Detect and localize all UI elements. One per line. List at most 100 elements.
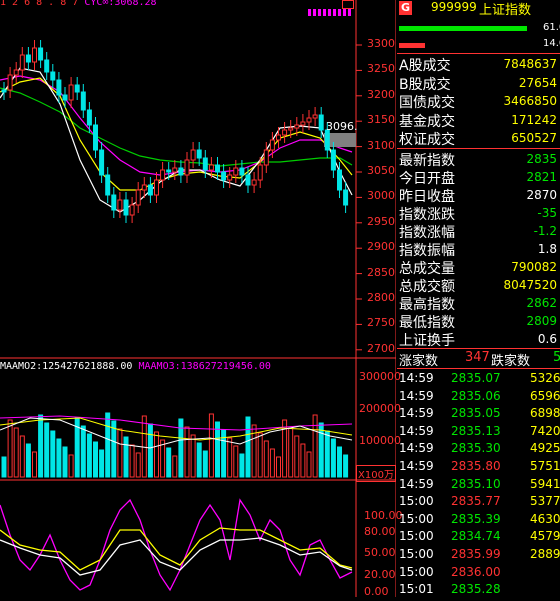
- candle: [257, 164, 263, 181]
- index-info-value: 2870: [526, 188, 557, 202]
- index-info-value: 2835: [526, 152, 557, 166]
- volume-bar: [196, 442, 202, 478]
- candle: [154, 179, 159, 196]
- index-info-row: 最新指数 2835: [399, 150, 557, 169]
- tick-row[interactable]: 15:00 2835.39 4630: [397, 511, 560, 531]
- index-info-value: 2821: [526, 170, 557, 184]
- candle: [312, 114, 318, 119]
- index-info-row: 上证换手 0.6: [399, 330, 557, 349]
- volume-bar: [300, 443, 306, 478]
- market-breadth: 涨家数 347 跌家数 5: [399, 350, 560, 369]
- volume-bar: [312, 414, 318, 478]
- tick-volume: 5751: [530, 459, 560, 473]
- volume-bar: [123, 436, 129, 478]
- tick-volume: 4579: [530, 529, 560, 544]
- price-axis-label: 2800: [367, 291, 395, 304]
- volume-bar: [190, 434, 196, 478]
- volume-bar: [330, 438, 336, 478]
- volume-bar: [324, 430, 330, 478]
- tick-row[interactable]: 15:00 2834.74 4579: [397, 529, 560, 548]
- candle: [215, 164, 220, 173]
- tick-price: 2835.30: [451, 441, 501, 456]
- tick-row[interactable]: 14:59 2835.07 5326: [397, 371, 560, 390]
- price-axis-label: 3200: [367, 87, 395, 101]
- index-info-value: 790082: [511, 260, 557, 274]
- price-axis-label: 3100: [367, 138, 395, 152]
- candle: [62, 94, 68, 101]
- strength-bar-up: [399, 26, 527, 31]
- volume-axis-label: 200000: [359, 402, 401, 415]
- volume-bar: [99, 449, 105, 478]
- volume-bar: [135, 452, 141, 478]
- volume-bar: [337, 446, 342, 478]
- turnover-value: 3466850: [503, 94, 557, 108]
- tick-volume: 7420: [530, 423, 560, 438]
- volume-bar: [93, 441, 98, 478]
- index-info-label: 指数涨幅: [399, 225, 455, 241]
- candle: [288, 127, 294, 131]
- index-info-label: 今日开盘: [399, 171, 455, 187]
- candle: [251, 179, 257, 186]
- indicator-axis-label: 100.00: [364, 509, 403, 522]
- turnover-value: 650527: [511, 131, 557, 145]
- volume-bar: [147, 423, 153, 478]
- tick-row[interactable]: 15:00 2835.99 2889: [397, 547, 560, 566]
- candle: [1, 89, 7, 93]
- turnover-label: 国债成交: [399, 95, 455, 111]
- candle: [160, 169, 166, 181]
- tick-row[interactable]: 14:59 2835.10 5941: [397, 477, 560, 496]
- index-code: 999999: [431, 0, 477, 14]
- volume-bar: [129, 444, 135, 478]
- quote-header: G 999999 上证指数: [397, 0, 560, 18]
- candle: [269, 139, 275, 151]
- candle: [343, 189, 349, 206]
- volume-bar: [202, 450, 208, 478]
- index-info-label: 总成交量: [399, 261, 455, 277]
- candle: [68, 84, 74, 101]
- index-name: 上证指数: [479, 3, 532, 18]
- candle: [208, 164, 214, 171]
- candle: [233, 167, 239, 176]
- tick-row[interactable]: 15:00 2836.00: [397, 565, 557, 584]
- volume-bar: [172, 455, 178, 478]
- scroll-marker-icon[interactable]: [308, 9, 352, 16]
- candle: [13, 69, 19, 76]
- tick-volume: 4925: [530, 441, 560, 456]
- candle: [300, 121, 306, 126]
- volume-bar: [154, 431, 159, 478]
- index-info-value: -1.2: [533, 224, 557, 238]
- volume-bar: [233, 445, 239, 478]
- index-info-value: 1.8: [537, 242, 557, 256]
- tick-time: 15:00: [399, 564, 434, 579]
- tick-row[interactable]: 15:00 2835.77 5377: [397, 494, 560, 513]
- volume-bar: [269, 448, 275, 478]
- tick-row[interactable]: 14:59 2835.13 7420: [397, 423, 560, 443]
- tick-row[interactable]: 14:59 2835.30 4925: [397, 441, 560, 460]
- index-info-row: 最高指数 2862: [399, 294, 557, 313]
- ma-value: 1 2 6 8 . 8 7: [0, 0, 79, 8]
- index-badge[interactable]: G: [399, 1, 412, 15]
- tick-row[interactable]: 14:59 2835.05 6898: [397, 406, 560, 425]
- turnover-row: 权证成交 650527: [399, 129, 557, 148]
- volume-bar: [1, 456, 7, 478]
- volume-bar: [276, 456, 281, 478]
- volume-bar: [50, 430, 56, 478]
- tick-price: 2835.39: [451, 511, 501, 526]
- candle: [129, 204, 135, 216]
- volume-bar: [32, 451, 37, 478]
- candlestick-chart[interactable]: [0, 0, 396, 597]
- volume-ma-white: [0, 417, 353, 449]
- panel-toggle-icon[interactable]: [342, 0, 354, 9]
- turnover-row: 国债成交 3466850: [399, 92, 557, 111]
- volume-bar: [294, 435, 300, 478]
- tick-row[interactable]: 14:59 2835.80 5751: [397, 459, 560, 478]
- volume-bar: [141, 415, 147, 478]
- candle: [337, 169, 342, 191]
- candle: [172, 167, 178, 173]
- tick-row[interactable]: 15:01 2835.28: [397, 582, 557, 601]
- chart-area[interactable]: 1 2 6 8 . 8 7 CYC∞:3068.28 3300 3250 3200 3…: [0, 0, 403, 598]
- tick-row[interactable]: 14:59 2835.06 6596: [397, 389, 560, 408]
- volume-ma3-label: MAAMO3:138627219456.00: [138, 361, 271, 372]
- tick-time: 14:59: [399, 406, 434, 421]
- candle: [263, 149, 269, 166]
